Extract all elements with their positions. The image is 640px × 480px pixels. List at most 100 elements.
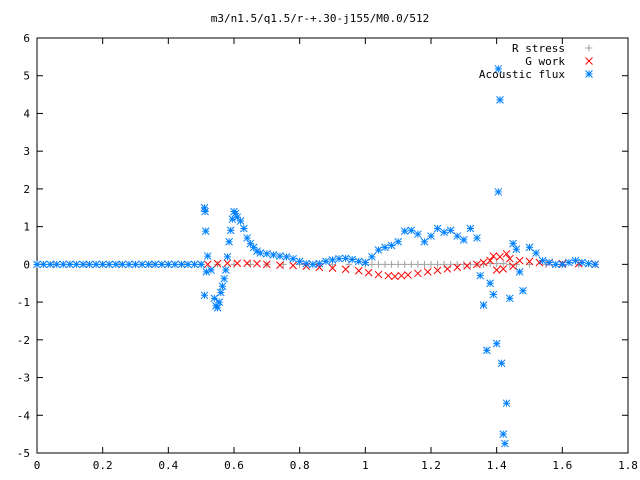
data-point — [502, 399, 511, 408]
data-point — [501, 439, 509, 448]
data-point — [374, 246, 383, 254]
data-point — [210, 294, 219, 303]
data-point — [453, 263, 462, 272]
data-point — [246, 239, 255, 248]
data-point — [213, 303, 222, 312]
data-point — [459, 235, 468, 244]
data-point — [98, 260, 107, 269]
data-point — [473, 234, 481, 242]
data-point — [591, 260, 600, 269]
data-point — [361, 258, 370, 267]
data-point — [215, 298, 224, 306]
data-point — [239, 224, 248, 233]
data-point — [131, 260, 140, 269]
data-point — [368, 252, 376, 261]
data-point — [214, 260, 222, 268]
axis-ticks: 0 0.2 0.4 0.6 0.8 1 1.2 1.4 1.6 1.8 -5 -4 -3 -2 -1 0 1 2 3… — [17, 32, 638, 472]
data-point — [515, 256, 524, 265]
data-point — [201, 207, 209, 216]
data-point — [489, 252, 498, 260]
data-point — [446, 226, 455, 235]
data-point — [157, 260, 166, 269]
data-point — [256, 249, 265, 257]
x-tick-label: 0.6 — [224, 459, 244, 472]
data-point — [341, 265, 350, 274]
legend-label: R stress — [512, 42, 565, 55]
data-point — [479, 258, 488, 267]
x-tick-label: 1.6 — [552, 459, 572, 472]
data-point — [433, 224, 442, 233]
data-point — [276, 252, 284, 260]
data-point — [440, 228, 448, 237]
data-point — [545, 258, 554, 267]
legend-marker — [585, 57, 593, 65]
data-point — [414, 269, 422, 278]
data-point — [420, 237, 429, 246]
data-point — [202, 268, 211, 276]
data-point — [407, 260, 415, 268]
data-point — [443, 265, 452, 273]
data-point — [282, 252, 291, 261]
data-point — [525, 243, 534, 252]
data-point — [502, 249, 511, 258]
x-tick-label: 1 — [362, 459, 369, 472]
data-point — [65, 260, 74, 269]
data-point — [394, 260, 402, 268]
data-point — [328, 255, 337, 264]
data-point — [276, 261, 284, 269]
data-point — [512, 260, 520, 268]
data-point — [253, 259, 261, 268]
data-point — [433, 266, 442, 275]
data-point — [394, 237, 403, 246]
y-tick-label: -4 — [17, 409, 31, 422]
data-point — [509, 239, 517, 248]
data-point — [138, 260, 146, 269]
data-point — [486, 279, 494, 288]
x-tick-label: 1.2 — [421, 459, 441, 472]
data-point — [328, 264, 337, 272]
legend-label: Acoustic flux — [479, 68, 565, 81]
data-point — [519, 286, 527, 295]
data-point — [489, 290, 498, 299]
data-point — [354, 257, 363, 266]
data-point — [177, 260, 186, 269]
data-point — [223, 252, 232, 261]
data-point — [197, 260, 206, 269]
y-tick-label: 6 — [23, 32, 30, 45]
data-point — [302, 259, 311, 268]
data-point — [269, 251, 278, 259]
y-tick-label: 3 — [23, 145, 30, 158]
data-point — [125, 260, 133, 269]
data-point — [315, 263, 324, 272]
data-point — [497, 359, 506, 368]
y-tick-label: 0 — [23, 258, 30, 271]
data-point — [341, 254, 350, 263]
data-point — [407, 226, 416, 235]
data-point — [200, 203, 209, 212]
data-point — [440, 260, 448, 268]
data-point — [368, 260, 376, 268]
data-point — [499, 430, 508, 438]
data-point — [525, 257, 534, 266]
data-point — [505, 294, 514, 303]
data-point — [233, 213, 242, 222]
data-point — [492, 339, 501, 348]
legend-label: G work — [525, 55, 565, 68]
data-point — [494, 188, 503, 196]
data-point — [463, 262, 471, 270]
data-point — [52, 260, 61, 269]
data-point — [72, 260, 81, 269]
data-point — [200, 291, 209, 300]
y-tick-label: -3 — [17, 372, 30, 385]
data-point — [322, 257, 330, 266]
data-point — [538, 256, 547, 265]
plot-frame — [36, 37, 629, 454]
data-point — [551, 260, 560, 269]
data-point — [111, 260, 120, 269]
data-point — [486, 256, 494, 265]
data-point — [243, 259, 251, 268]
data-point — [571, 256, 580, 265]
data-point — [144, 260, 153, 269]
data-point — [85, 260, 94, 269]
